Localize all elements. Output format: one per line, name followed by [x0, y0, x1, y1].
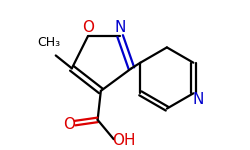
Text: CH₃: CH₃	[38, 36, 61, 49]
Text: O: O	[82, 20, 94, 35]
Text: N: N	[192, 92, 204, 107]
Text: N: N	[114, 20, 126, 35]
Text: OH: OH	[112, 133, 136, 148]
Text: O: O	[63, 117, 75, 132]
